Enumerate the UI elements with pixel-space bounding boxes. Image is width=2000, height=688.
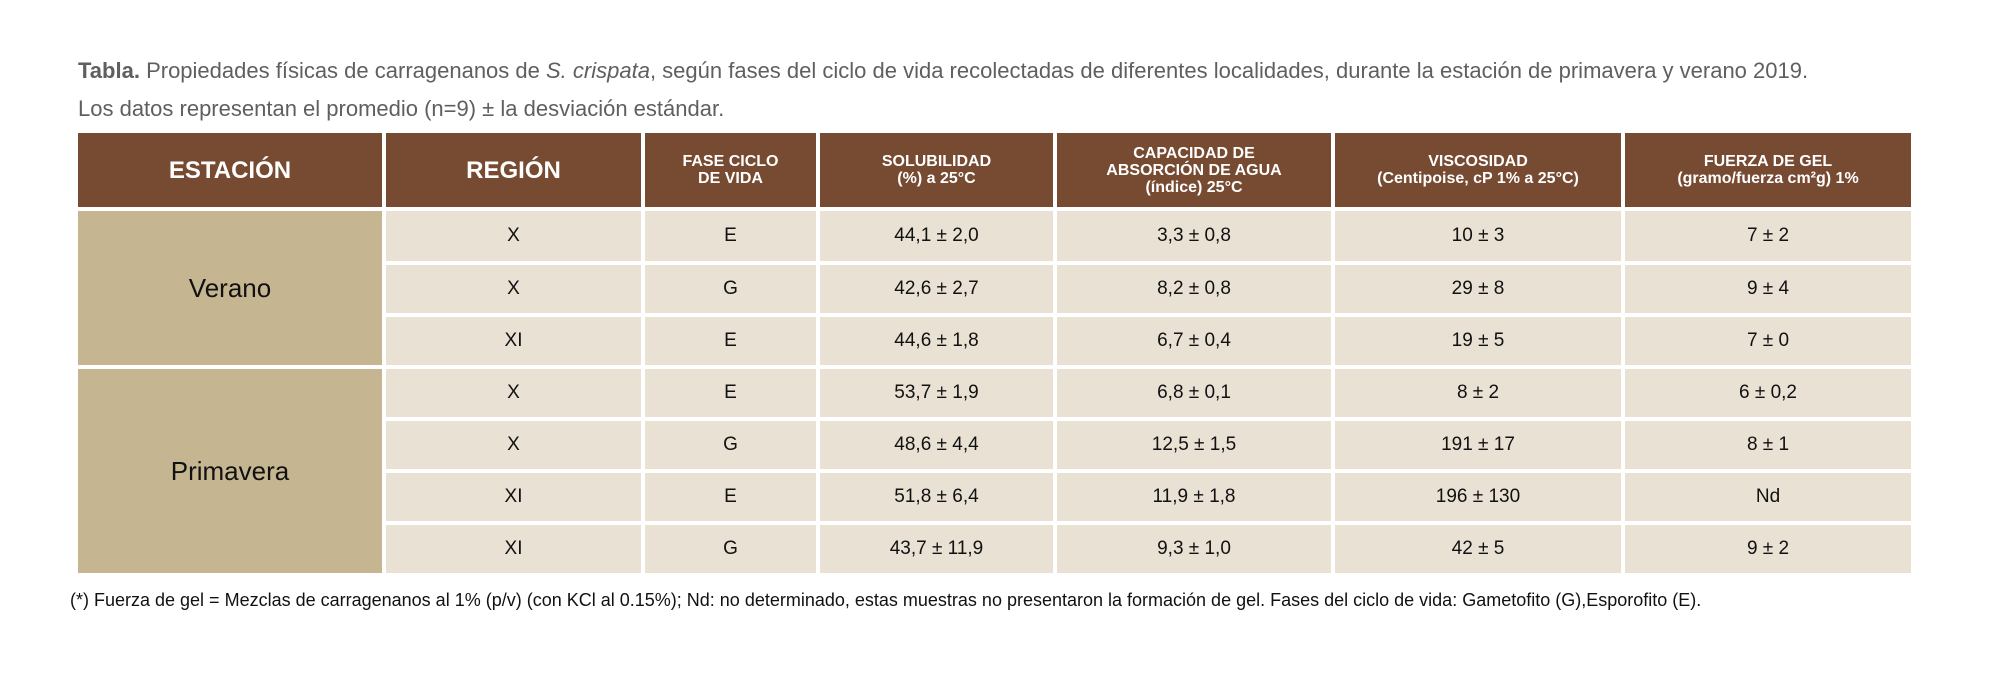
table-cell: X: [386, 211, 641, 261]
table-cell: 196 ± 130: [1335, 473, 1621, 521]
caption-text-2: , según fases del ciclo de vida recolect…: [649, 58, 1809, 83]
column-header: ESTACIÓN: [78, 133, 382, 207]
column-header: FUERZA DE GEL (gramo/fuerza cm²g) 1%: [1625, 133, 1911, 207]
table-cell: 29 ± 8: [1335, 265, 1621, 313]
table-cell: 7 ± 2: [1625, 211, 1911, 261]
table-caption: Tabla. Propiedades físicas de carragenan…: [78, 52, 1958, 128]
column-header: SOLUBILIDAD (%) a 25°C: [820, 133, 1053, 207]
season-cell-verano: Verano: [78, 211, 382, 365]
table-cell: 51,8 ± 6,4: [820, 473, 1053, 521]
column-header: CAPACIDAD DE ABSORCIÓN DE AGUA (índice) …: [1057, 133, 1331, 207]
table-cell: 8 ± 1: [1625, 421, 1911, 469]
table-cell: XI: [386, 317, 641, 365]
table-cell: G: [645, 421, 816, 469]
table-cell: 8,2 ± 0,8: [1057, 265, 1331, 313]
table-cell: 9 ± 4: [1625, 265, 1911, 313]
table-cell: 19 ± 5: [1335, 317, 1621, 365]
table-cell: E: [645, 211, 816, 261]
table-cell: 48,6 ± 4,4: [820, 421, 1053, 469]
season-cell-primavera: Primavera: [78, 369, 382, 573]
table-cell: E: [645, 369, 816, 417]
table-cell: X: [386, 265, 641, 313]
table-cell: 3,3 ± 0,8: [1057, 211, 1331, 261]
caption-species: S. crispata: [546, 58, 650, 83]
table-cell: XI: [386, 473, 641, 521]
table-cell: 8 ± 2: [1335, 369, 1621, 417]
table-cell: 191 ± 17: [1335, 421, 1621, 469]
table-cell: 53,7 ± 1,9: [820, 369, 1053, 417]
table-cell: E: [645, 317, 816, 365]
table-cell: X: [386, 369, 641, 417]
table-cell: 9,3 ± 1,0: [1057, 525, 1331, 573]
table-cell: 7 ± 0: [1625, 317, 1911, 365]
table-cell: E: [645, 473, 816, 521]
caption-text: Propiedades físicas de carragenanos de: [139, 58, 546, 83]
column-header: FASE CICLO DE VIDA: [645, 133, 816, 207]
footnote: (*) Fuerza de gel = Mezclas de carragena…: [70, 590, 1702, 610]
column-header: REGIÓN: [386, 133, 641, 207]
table-cell: XI: [386, 525, 641, 573]
table-cell: 44,6 ± 1,8: [820, 317, 1053, 365]
table-cell: G: [645, 265, 816, 313]
table-cell: 9 ± 2: [1625, 525, 1911, 573]
table-cell: 12,5 ± 1,5: [1057, 421, 1331, 469]
table-cell: 6,8 ± 0,1: [1057, 369, 1331, 417]
table-cell: 44,1 ± 2,0: [820, 211, 1053, 261]
properties-table: ESTACIÓN REGIÓN FASE CICLO DE VIDA SOLUBILI…: [78, 133, 1911, 573]
caption-line-2: Los datos representan el promedio (n=9) …: [78, 96, 725, 121]
table-cell: 6,7 ± 0,4: [1057, 317, 1331, 365]
column-header: VISCOSIDAD (Centipoise, cP 1% a 25°C): [1335, 133, 1621, 207]
table-cell: 10 ± 3: [1335, 211, 1621, 261]
table-cell: 42 ± 5: [1335, 525, 1621, 573]
table-cell: 42,6 ± 2,7: [820, 265, 1053, 313]
table-cell: 11,9 ± 1,8: [1057, 473, 1331, 521]
table-cell: G: [645, 525, 816, 573]
table-cell: Nd: [1625, 473, 1911, 521]
table-cell: X: [386, 421, 641, 469]
caption-label: Tabla.: [78, 58, 140, 83]
table-cell: 6 ± 0,2: [1625, 369, 1911, 417]
table-cell: 43,7 ± 11,9: [820, 525, 1053, 573]
